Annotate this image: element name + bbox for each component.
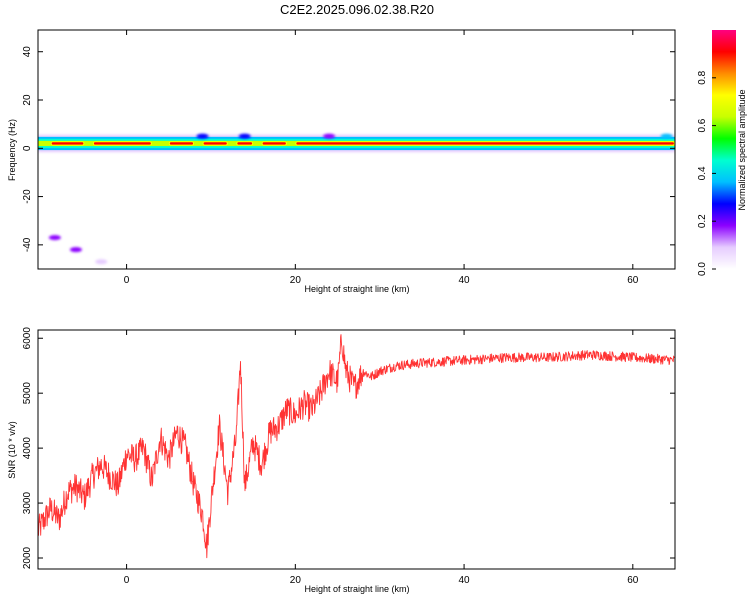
- spectral-scatter-patch: [660, 133, 673, 139]
- spectrogram-x-tick-label: 0: [124, 275, 130, 286]
- colorbar-tick-label: 0.8: [697, 70, 708, 84]
- snr-series-line: [38, 334, 675, 559]
- signal-peak-segment: [51, 142, 84, 145]
- snr-x-tick-label: 40: [459, 575, 471, 586]
- colorbar-axes: 0.0 0.2 0.4 0.6 0.8: [697, 70, 716, 276]
- spectrogram-x-tick-label: 20: [290, 275, 302, 286]
- signal-peak-segment: [296, 142, 674, 145]
- colorbar-tick-label: 0.4: [697, 166, 708, 180]
- spectrogram-y-tick-label: -40: [22, 237, 33, 252]
- spectrogram-y-tick-label: 20: [22, 94, 33, 106]
- snr-x-tick-label: 60: [627, 575, 639, 586]
- snr-x-axis-label: Height of straight line (km): [304, 584, 409, 594]
- spectral-scatter-patch: [69, 247, 82, 253]
- signal-peak-segment: [203, 142, 227, 145]
- snr-panel: 0 20 40 60 2000 3000 4000 5000 6000 Height of st…: [7, 327, 676, 594]
- spectrogram-y-tick-label: -20: [22, 189, 33, 204]
- colorbar: 0.0 0.2 0.4 0.6 0.8 Normalized spectral ampl…: [697, 30, 747, 276]
- chart-title: C2E2.2025.096.02.38.R20: [280, 2, 434, 17]
- spectrogram-y-tick-label: 40: [22, 46, 33, 58]
- snr-y-tick-label: 2000: [22, 546, 33, 569]
- signal-peak-segment: [169, 142, 194, 145]
- spectrogram-panel: 0 20 40 60 -40 -20 0 20 40 Height of straight li…: [7, 29, 676, 294]
- spectral-scatter-patch: [48, 235, 61, 241]
- snr-y-axis-label: SNR (10 * v/v): [7, 421, 17, 479]
- spectrogram-x-tick-label: 60: [627, 275, 639, 286]
- snr-axes: 0 20 40 60 2000 3000 4000 5000 6000: [22, 327, 675, 586]
- spectrogram-y-tick-label: 0: [22, 145, 33, 151]
- snr-x-tick-label: 20: [290, 575, 302, 586]
- spectrogram-y-axis-label: Frequency (Hz): [7, 119, 17, 181]
- snr-y-tick-label: 3000: [22, 492, 33, 515]
- snr-y-tick-label: 4000: [22, 437, 33, 460]
- snr-y-tick-label: 5000: [22, 382, 33, 405]
- spectral-scatter-patch: [323, 133, 336, 139]
- colorbar-scale: [712, 30, 736, 269]
- spectrogram-axes: 0 20 40 60 -40 -20 0 20 40: [22, 30, 675, 286]
- snr-x-tick-label: 0: [124, 575, 130, 586]
- colorbar-tick-label: 0.2: [697, 214, 708, 228]
- spectrogram-plot-area: [38, 133, 675, 265]
- spectrogram-x-tick-label: 40: [459, 275, 471, 286]
- signal-peak-segment: [237, 142, 253, 145]
- colorbar-label: Normalized spectral amplitude: [737, 89, 747, 210]
- colorbar-tick-label: 0.6: [697, 118, 708, 132]
- spectrogram-frame: [37, 29, 676, 270]
- snr-y-tick-label: 6000: [22, 327, 33, 350]
- signal-peak-segment: [93, 142, 151, 145]
- spectral-scatter-patch: [196, 133, 209, 139]
- spectrogram-x-axis-label: Height of straight line (km): [304, 284, 409, 294]
- colorbar-tick-label: 0.0: [697, 262, 708, 276]
- spectral-scatter-patch: [238, 133, 251, 139]
- signal-peak-segment: [262, 142, 286, 145]
- snr-frame: [37, 329, 676, 570]
- spectral-scatter-patch: [95, 259, 108, 265]
